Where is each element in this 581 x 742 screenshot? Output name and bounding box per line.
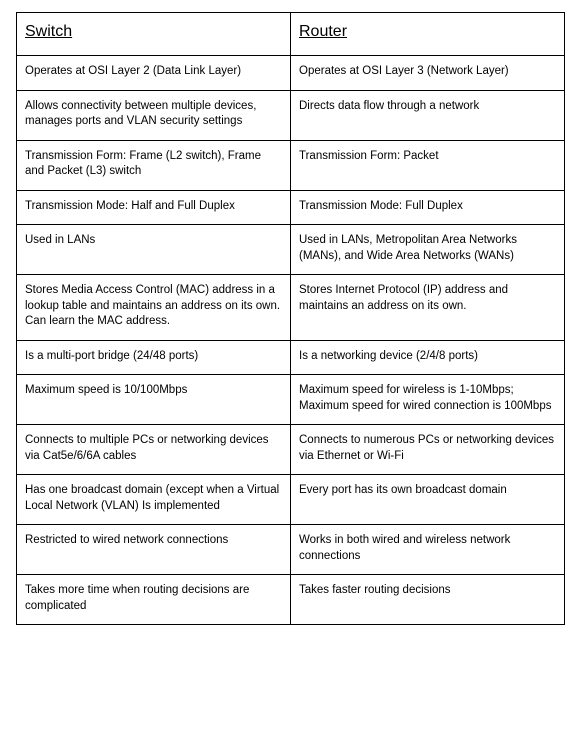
- switch-cell: Has one broadcast domain (except when a …: [17, 475, 291, 525]
- switch-cell: Operates at OSI Layer 2 (Data Link Layer…: [17, 56, 291, 91]
- switch-cell: Allows connectivity between multiple dev…: [17, 90, 291, 140]
- router-cell: Every port has its own broadcast domain: [291, 475, 565, 525]
- router-cell: Operates at OSI Layer 3 (Network Layer): [291, 56, 565, 91]
- switch-cell: Restricted to wired network connections: [17, 525, 291, 575]
- table-row: Operates at OSI Layer 2 (Data Link Layer…: [17, 56, 565, 91]
- table-header-row: Switch Router: [17, 13, 565, 56]
- switch-cell: Stores Media Access Control (MAC) addres…: [17, 275, 291, 341]
- router-cell: Maximum speed for wireless is 1-10Mbps; …: [291, 375, 565, 425]
- router-cell: Transmission Form: Packet: [291, 140, 565, 190]
- switch-cell: Transmission Form: Frame (L2 switch), Fr…: [17, 140, 291, 190]
- table-row: Transmission Form: Frame (L2 switch), Fr…: [17, 140, 565, 190]
- switch-cell: Connects to multiple PCs or networking d…: [17, 425, 291, 475]
- router-cell: Used in LANs, Metropolitan Area Networks…: [291, 225, 565, 275]
- router-cell: Works in both wired and wireless network…: [291, 525, 565, 575]
- router-cell: Is a networking device (2/4/8 ports): [291, 340, 565, 375]
- switch-cell: Maximum speed is 10/100Mbps: [17, 375, 291, 425]
- table-row: Used in LANs Used in LANs, Metropolitan …: [17, 225, 565, 275]
- comparison-table: Switch Router Operates at OSI Layer 2 (D…: [16, 12, 565, 625]
- router-cell: Connects to numerous PCs or networking d…: [291, 425, 565, 475]
- router-cell: Transmission Mode: Full Duplex: [291, 190, 565, 225]
- router-cell: Stores Internet Protocol (IP) address an…: [291, 275, 565, 341]
- table-row: Has one broadcast domain (except when a …: [17, 475, 565, 525]
- table-row: Restricted to wired network connections …: [17, 525, 565, 575]
- switch-cell: Is a multi-port bridge (24/48 ports): [17, 340, 291, 375]
- switch-cell: Transmission Mode: Half and Full Duplex: [17, 190, 291, 225]
- column-header-router: Router: [291, 13, 565, 56]
- table-row: Maximum speed is 10/100Mbps Maximum spee…: [17, 375, 565, 425]
- table-row: Stores Media Access Control (MAC) addres…: [17, 275, 565, 341]
- table-row: Takes more time when routing decisions a…: [17, 575, 565, 625]
- switch-cell: Used in LANs: [17, 225, 291, 275]
- table-row: Transmission Mode: Half and Full Duplex …: [17, 190, 565, 225]
- table-row: Allows connectivity between multiple dev…: [17, 90, 565, 140]
- router-cell: Directs data flow through a network: [291, 90, 565, 140]
- switch-cell: Takes more time when routing decisions a…: [17, 575, 291, 625]
- column-header-switch: Switch: [17, 13, 291, 56]
- table-row: Connects to multiple PCs or networking d…: [17, 425, 565, 475]
- router-cell: Takes faster routing decisions: [291, 575, 565, 625]
- table-row: Is a multi-port bridge (24/48 ports) Is …: [17, 340, 565, 375]
